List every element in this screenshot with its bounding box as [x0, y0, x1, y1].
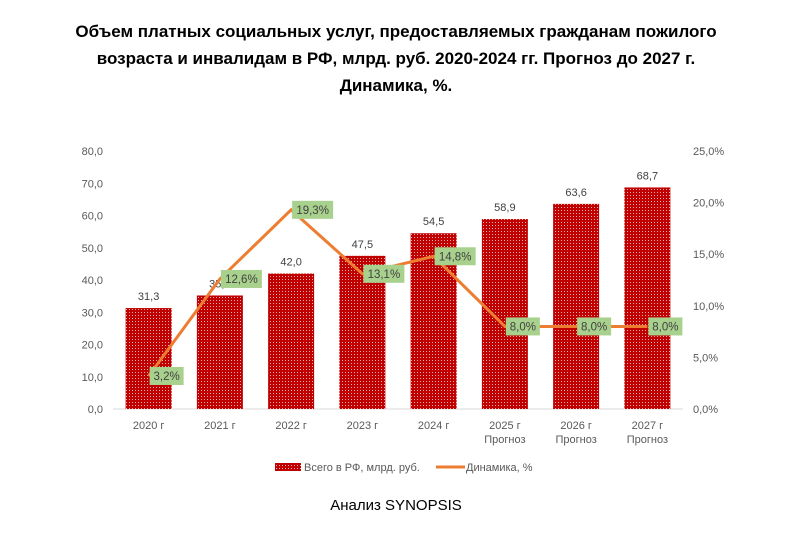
- category-label: 2020 г: [133, 420, 165, 432]
- line-value-label: 3,2%: [154, 371, 180, 383]
- line-label-bg: [220, 269, 262, 288]
- category-label: Прогноз: [627, 434, 668, 446]
- bar: [125, 308, 172, 409]
- right-tick-label: 20,0%: [693, 198, 724, 210]
- line-label-bg: [434, 247, 476, 266]
- bar-value-label: 58,9: [494, 202, 515, 214]
- category-label: 2021 г: [204, 420, 236, 432]
- right-tick-label: 0,0%: [693, 404, 718, 416]
- left-tick-label: 20,0: [82, 340, 103, 352]
- right-tick-label: 25,0%: [693, 146, 724, 158]
- bar: [624, 187, 671, 409]
- line-value-label: 12,6%: [225, 274, 258, 286]
- bar: [268, 273, 315, 409]
- bar-value-label: 47,5: [352, 239, 373, 251]
- bar-value-label: 63,6: [565, 187, 586, 199]
- category-label: 2024 г: [418, 420, 450, 432]
- line-value-label: 14,8%: [439, 251, 472, 263]
- line-label-bg: [505, 317, 540, 336]
- line-label-bg: [292, 200, 334, 219]
- title-line: Объем платных социальных услуг, предоста…: [75, 22, 717, 41]
- line-value-label: 8,0%: [510, 321, 536, 333]
- left-tick-label: 70,0: [82, 178, 103, 190]
- left-tick-label: 0,0: [88, 404, 103, 416]
- bar-value-label: 31,3: [138, 291, 159, 303]
- line-value-label: 8,0%: [581, 321, 607, 333]
- line-label-bg: [648, 317, 683, 336]
- legend-line-label: Динамика, %: [466, 462, 533, 474]
- bar: [196, 295, 243, 409]
- category-label: 2025 г: [489, 420, 521, 432]
- bar-value-label: 68,7: [637, 170, 658, 182]
- category-label: 2027 г: [632, 420, 664, 432]
- line-value-label: 13,1%: [368, 269, 401, 281]
- footer-source: Анализ SYNOPSIS: [330, 497, 462, 514]
- right-tick-label: 10,0%: [693, 301, 724, 313]
- title-line: возраста и инвалидам в РФ, млрд. руб. 20…: [96, 49, 696, 68]
- bar-value-label: 42,0: [280, 257, 301, 269]
- bar-value-label: 54,5: [423, 216, 444, 228]
- right-tick-label: 5,0%: [693, 352, 718, 364]
- line-value-label: 19,3%: [296, 205, 329, 217]
- left-tick-label: 30,0: [82, 307, 103, 319]
- category-label: 2026 г: [560, 420, 592, 432]
- left-tick-label: 60,0: [82, 211, 103, 223]
- title-line: Динамика, %.: [339, 76, 453, 95]
- line-label-bg: [149, 366, 184, 385]
- left-tick-label: 50,0: [82, 243, 103, 255]
- legend-bar-swatch: [275, 463, 301, 471]
- line-label-bg: [577, 317, 612, 336]
- left-tick-label: 40,0: [82, 275, 103, 287]
- category-label: Прогноз: [484, 434, 525, 446]
- chart-title: Объем платных социальных услуг, предоста…: [0, 18, 792, 99]
- bar: [481, 219, 528, 409]
- right-tick-label: 15,0%: [693, 249, 724, 261]
- category-label: Прогноз: [555, 434, 596, 446]
- category-label: 2023 г: [347, 420, 379, 432]
- legend-bar-label: Всего в РФ, млрд. руб.: [304, 462, 420, 474]
- left-tick-label: 10,0: [82, 372, 103, 384]
- line-value-label: 8,0%: [652, 321, 678, 333]
- line-label-bg: [363, 264, 405, 283]
- left-tick-label: 80,0: [82, 146, 103, 158]
- bar: [553, 203, 600, 409]
- category-label: 2022 г: [275, 420, 307, 432]
